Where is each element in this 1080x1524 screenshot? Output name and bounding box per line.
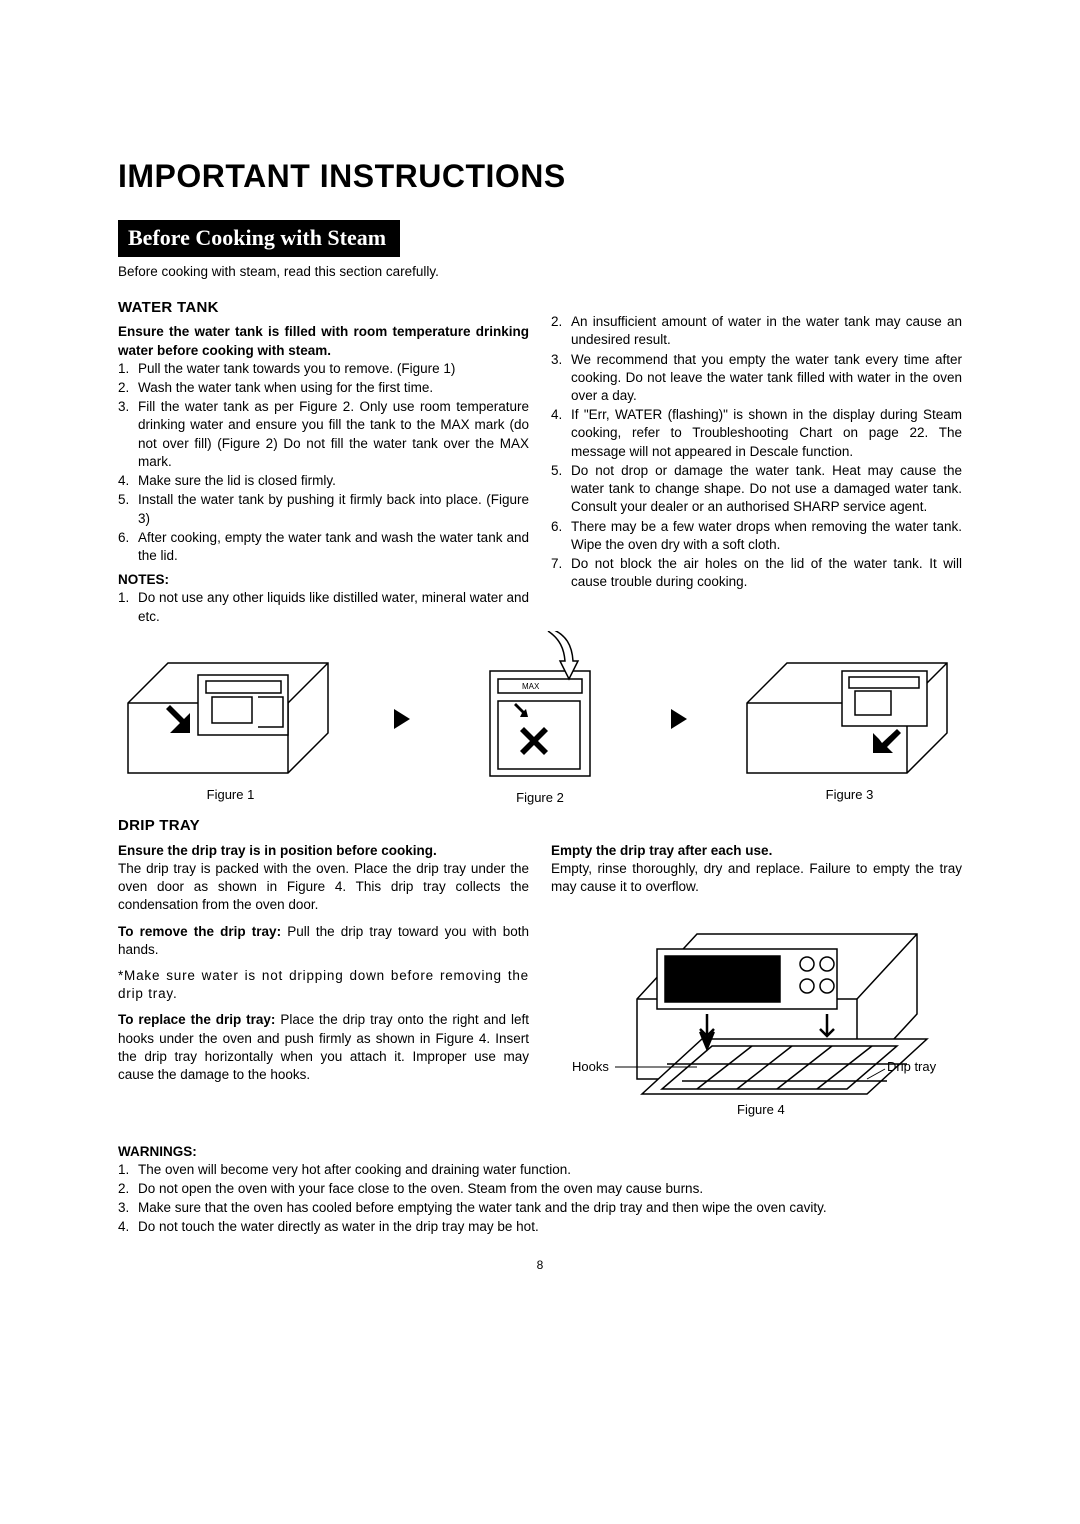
notes-header: NOTES: bbox=[118, 571, 529, 589]
drip-para1: The drip tray is packed with the oven. P… bbox=[118, 860, 529, 915]
hooks-label: Hooks bbox=[572, 1059, 609, 1074]
drip-tray-header: DRIP TRAY bbox=[118, 816, 962, 836]
figure-4-caption: Figure 4 bbox=[737, 1102, 785, 1117]
figure-1-caption: Figure 1 bbox=[118, 786, 343, 804]
page-title: IMPORTANT INSTRUCTIONS bbox=[118, 155, 962, 198]
arrow-icon bbox=[394, 709, 410, 729]
warnings-header: WARNINGS: bbox=[118, 1143, 962, 1161]
figure-3-caption: Figure 3 bbox=[737, 786, 962, 804]
water-tank-steps: 1.Pull the water tank towards you to rem… bbox=[118, 360, 529, 565]
drip-replace: To replace the drip tray: Place the drip… bbox=[118, 1011, 529, 1084]
intro-text: Before cooking with steam, read this sec… bbox=[118, 263, 962, 281]
svg-text:MAX: MAX bbox=[522, 682, 540, 691]
figure-2-caption: Figure 2 bbox=[460, 789, 620, 807]
notes-list-right: 2.An insufficient amount of water in the… bbox=[551, 313, 962, 591]
figures-row: Figure 1 MAX Figure 2 bbox=[118, 631, 962, 807]
water-tank-header: WATER TANK bbox=[118, 298, 529, 318]
figure-1: Figure 1 bbox=[118, 633, 343, 804]
drip-tray-label: Drip tray bbox=[887, 1059, 937, 1074]
warnings-list: 1.The oven will become very hot after co… bbox=[118, 1161, 962, 1237]
notes-list-left: 1.Do not use any other liquids like dist… bbox=[118, 589, 529, 625]
water-tank-bold: Ensure the water tank is filled with roo… bbox=[118, 323, 529, 359]
subtitle-banner: Before Cooking with Steam bbox=[118, 220, 400, 257]
figure-3: Figure 3 bbox=[737, 633, 962, 804]
figure-4: Hooks Drip tray Figure 4 bbox=[551, 904, 962, 1124]
arrow-icon bbox=[671, 709, 687, 729]
page-number: 8 bbox=[118, 1257, 962, 1273]
drip-remove: To remove the drip tray: Pull the drip t… bbox=[118, 923, 529, 959]
drip-bold1: Ensure the drip tray is in position befo… bbox=[118, 842, 529, 860]
drip-empty-bold: Empty the drip tray after each use. bbox=[551, 842, 962, 860]
figure-2: MAX Figure 2 bbox=[460, 631, 620, 807]
drip-asterisk: *Make sure water is not dripping down be… bbox=[118, 967, 529, 1003]
drip-empty-text: Empty, rinse thoroughly, dry and replace… bbox=[551, 860, 962, 896]
